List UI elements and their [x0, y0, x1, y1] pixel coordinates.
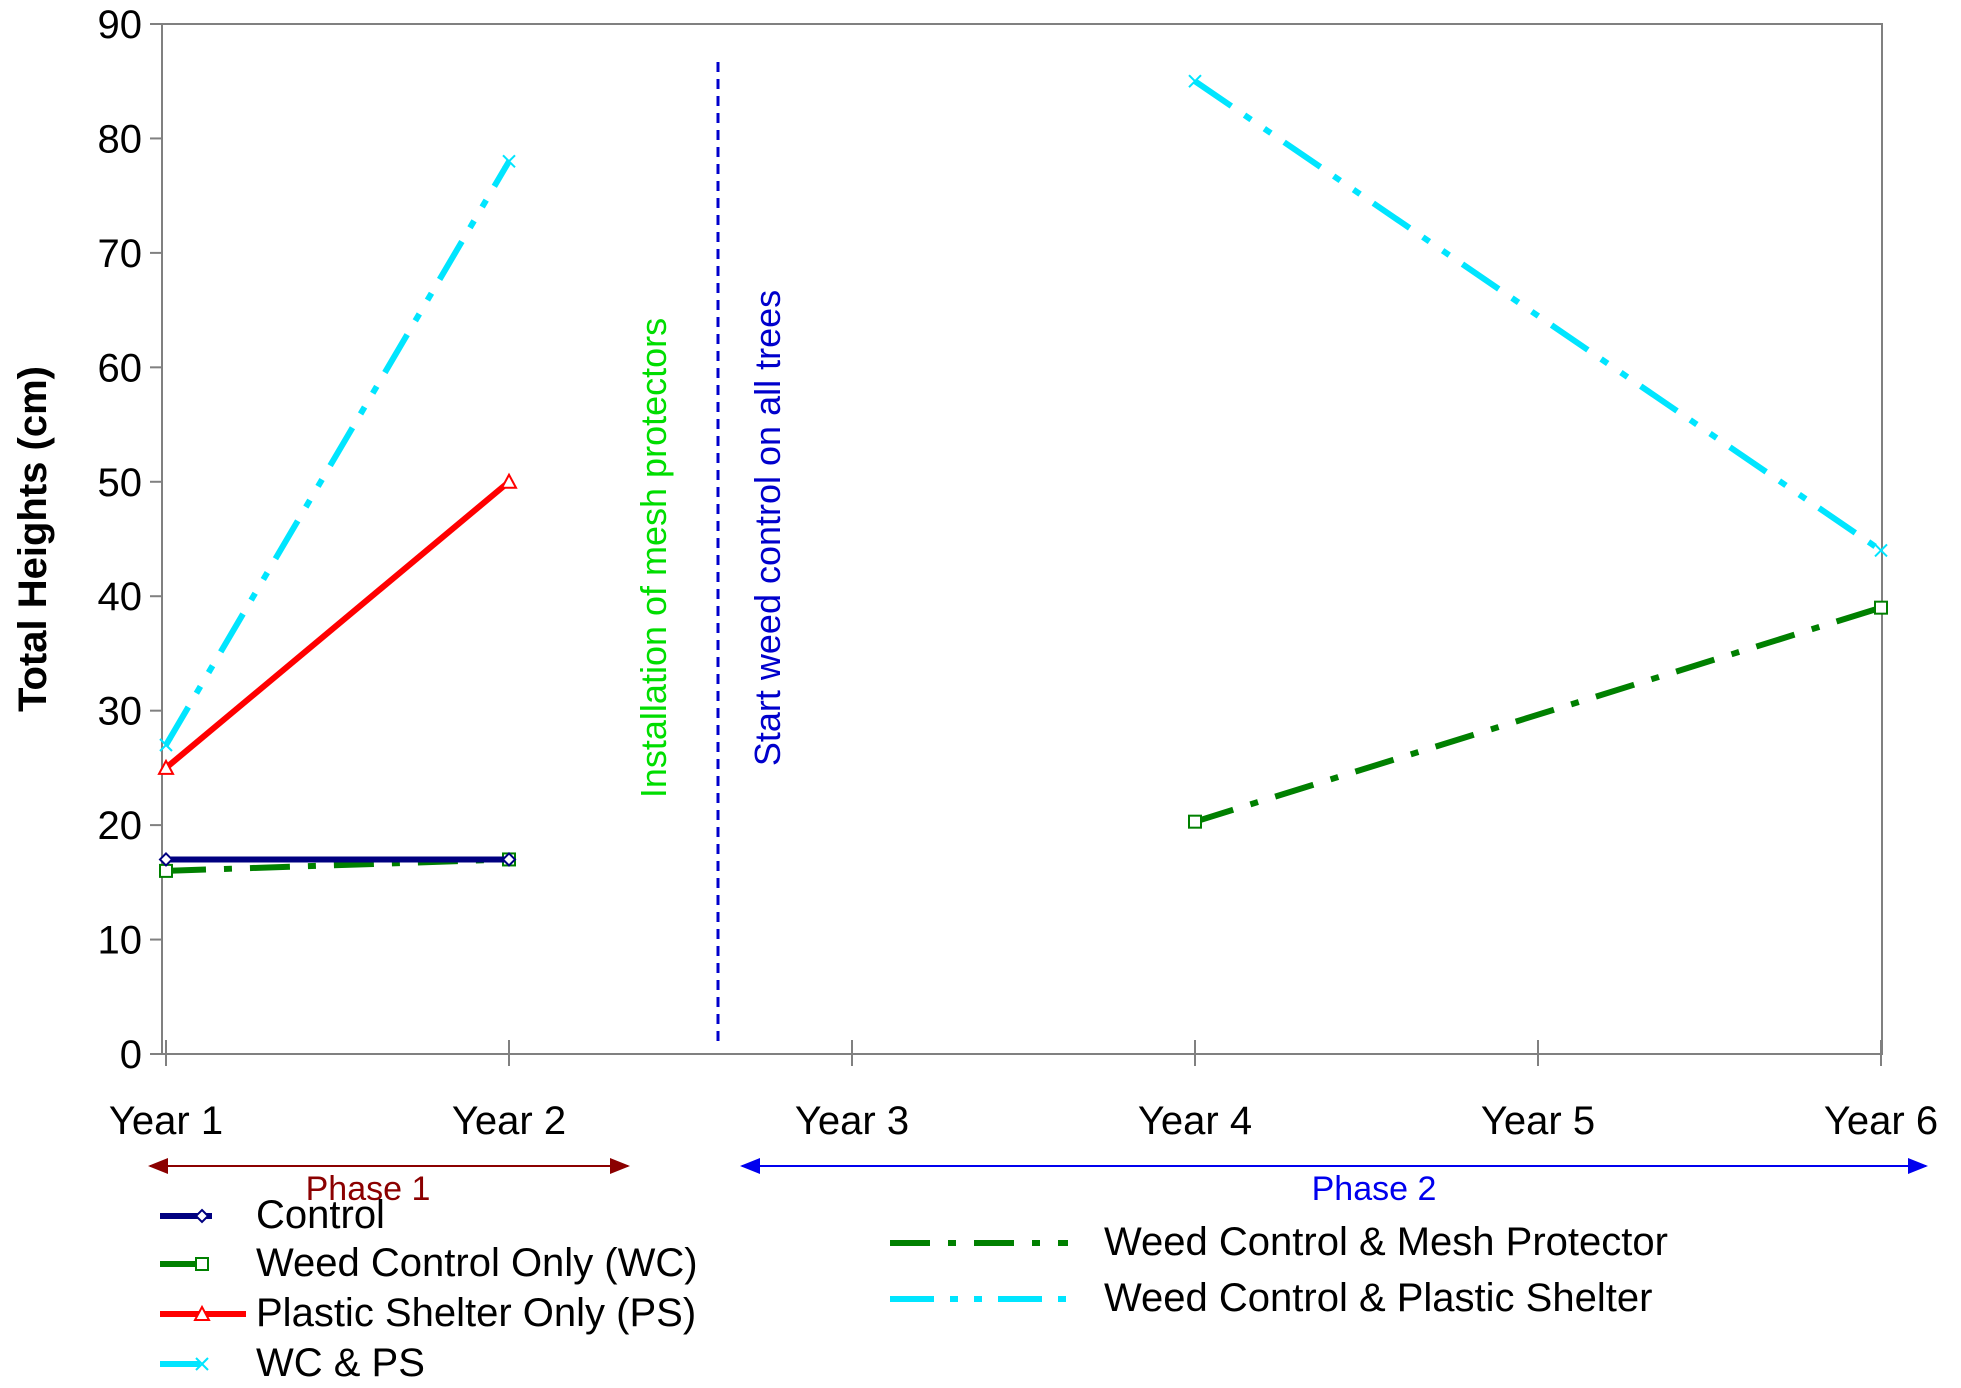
data-point: [159, 738, 173, 752]
legend-marker: [193, 1304, 211, 1321]
legend-item: Plastic Shelter Only (PS): [160, 1291, 696, 1335]
y-tick-label: 30: [98, 690, 143, 734]
legend-label: Weed Control & Plastic Shelter: [1104, 1276, 1652, 1320]
legend-label: Control: [256, 1193, 385, 1237]
y-ticks: 0 10 20 30 40 50 60 70 80 90: [98, 3, 162, 1077]
x-tick-label: Year 2: [452, 1099, 566, 1143]
phase-2-label: Phase 2: [1312, 1170, 1437, 1208]
x-tick-label: Year 3: [795, 1099, 909, 1143]
phase-2-arrowhead-right: [1908, 1158, 1928, 1174]
series-3: [159, 154, 516, 752]
data-point: [502, 154, 516, 169]
legend-label: Weed Control Only (WC): [256, 1241, 698, 1285]
y-axis-title: Total Heights (cm): [11, 366, 55, 712]
data-point: [1188, 74, 1202, 88]
phase-1-arrowhead-left: [148, 1158, 168, 1174]
y-tick-label: 70: [98, 232, 143, 276]
legend-marker: [195, 1357, 209, 1371]
legend-label: Plastic Shelter Only (PS): [256, 1291, 696, 1335]
legend-item: Weed Control Only (WC): [160, 1241, 698, 1285]
legend-item: Weed Control & Plastic Shelter: [890, 1276, 1652, 1320]
data-point: [158, 852, 174, 867]
series-5: [1188, 74, 1888, 558]
phase-1-label: Phase 1: [306, 1170, 431, 1208]
annotation-mesh-protectors: Installation of mesh protectors: [633, 318, 674, 798]
legend-marker: [195, 1257, 209, 1271]
x-tick-label: Year 1: [109, 1099, 223, 1143]
y-tick-label: 50: [98, 461, 143, 505]
data-point: [501, 852, 517, 867]
series-2: [157, 472, 518, 775]
y-tick-label: 20: [98, 804, 143, 848]
series-line: [1194, 604, 1882, 825]
phase-2-arrowhead-left: [740, 1158, 760, 1174]
x-ticks: Year 1 Year 2 Year 3 Year 4 Year 5 Year 6: [109, 1040, 1938, 1143]
data-point: [1874, 543, 1888, 558]
y-tick-label: 90: [98, 3, 143, 47]
legend-item: Control: [160, 1193, 385, 1237]
y-tick-label: 40: [98, 575, 143, 619]
y-tick-label: 80: [98, 117, 143, 161]
data-point: [500, 472, 518, 489]
data-point: [1874, 600, 1888, 615]
y-tick-label: 10: [98, 919, 143, 963]
x-tick-label: Year 4: [1138, 1099, 1252, 1143]
phase-1-arrowhead-right: [610, 1158, 630, 1174]
series-line: [1193, 78, 1883, 553]
y-tick-label: 0: [120, 1033, 142, 1077]
legend-item: Weed Control & Mesh Protector: [890, 1220, 1668, 1264]
plot-area: [161, 23, 1883, 1055]
y-tick-label: 60: [98, 346, 143, 390]
x-tick-label: Year 6: [1824, 1099, 1938, 1143]
series-line: [163, 159, 512, 747]
phase-arrows: Phase 1 Phase 2: [148, 1158, 1928, 1208]
series-4: [1188, 600, 1888, 829]
series-line: [164, 479, 511, 771]
series-0: [158, 852, 517, 867]
data-point: [1188, 814, 1202, 829]
series-layer: [157, 74, 1888, 878]
annotation-weed-control: Start weed control on all trees: [747, 290, 788, 766]
x-tick-label: Year 5: [1481, 1099, 1595, 1143]
legend-item: WC & PS: [160, 1341, 425, 1385]
legend-label: Weed Control & Mesh Protector: [1104, 1220, 1668, 1264]
legend-marker: [194, 1208, 210, 1224]
data-point: [157, 758, 175, 775]
legend-label: WC & PS: [256, 1341, 425, 1385]
